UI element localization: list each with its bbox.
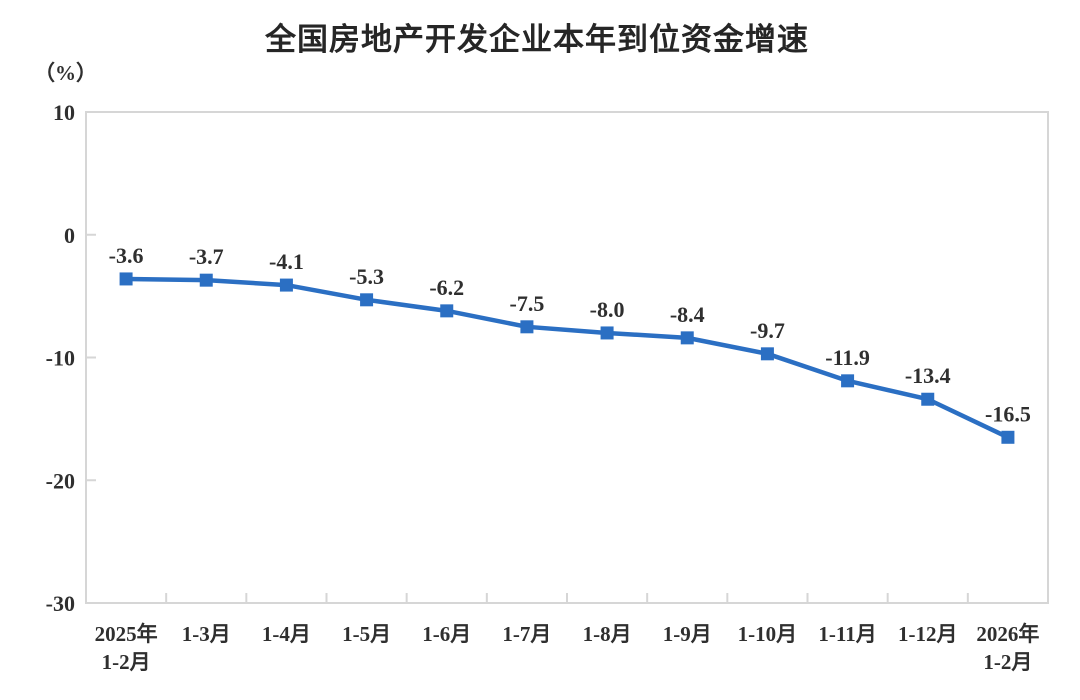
y-axis-tick-label: -20 bbox=[46, 468, 75, 493]
data-point-label: -13.4 bbox=[905, 363, 951, 388]
data-point-marker bbox=[841, 374, 855, 388]
y-axis-tick-label: -30 bbox=[46, 591, 75, 616]
data-point-label: -5.3 bbox=[349, 264, 384, 289]
y-axis-unit-label: （%） bbox=[34, 61, 97, 85]
y-axis-tick-label: -10 bbox=[46, 346, 75, 371]
x-axis-category-label: 1-7月 bbox=[502, 622, 551, 646]
data-line bbox=[123, 276, 1011, 440]
x-axis-category-label: 1-4月 bbox=[262, 622, 311, 646]
data-point-marker bbox=[199, 273, 213, 287]
x-axis-category-label: 1-2月 bbox=[983, 650, 1032, 674]
chart-title: 全国房地产开发企业本年到位资金增速 bbox=[265, 22, 809, 57]
data-point-label: -16.5 bbox=[985, 401, 1031, 426]
data-point-label: -8.4 bbox=[670, 302, 705, 327]
x-axis-category-label: 2025年 bbox=[95, 622, 158, 646]
data-point-marker bbox=[680, 331, 694, 345]
x-axis-category-label: 1-3月 bbox=[182, 622, 231, 646]
x-axis-category-label: 1-9月 bbox=[663, 622, 712, 646]
x-axis-category-label: 1-6月 bbox=[422, 622, 471, 646]
y-axis-tick-label: 10 bbox=[53, 100, 75, 125]
data-point-label: -3.6 bbox=[109, 243, 144, 268]
x-axis-category-label: 1-8月 bbox=[583, 622, 632, 646]
x-axis-category-label: 1-10月 bbox=[738, 622, 798, 646]
data-point-marker bbox=[520, 320, 534, 334]
data-point-label: -6.2 bbox=[429, 275, 464, 300]
data-point-label: -8.0 bbox=[590, 297, 625, 322]
x-axis-category-label: 1-11月 bbox=[818, 622, 876, 646]
data-point-label: -11.9 bbox=[825, 345, 870, 370]
x-axis-category-label: 2026年 bbox=[976, 622, 1039, 646]
data-point-marker bbox=[119, 272, 133, 286]
x-axis-category-label: 1-5月 bbox=[342, 622, 391, 646]
data-point-label: -3.7 bbox=[189, 244, 224, 269]
data-point-marker bbox=[279, 278, 293, 292]
data-point-marker bbox=[1001, 430, 1015, 444]
data-point-marker bbox=[760, 347, 774, 361]
data-point-marker bbox=[921, 392, 935, 406]
data-point-marker bbox=[600, 326, 614, 340]
plot-area-border bbox=[85, 111, 1049, 604]
x-axis-category-label: 1-12月 bbox=[898, 622, 958, 646]
y-axis-tick-label: 0 bbox=[64, 223, 75, 248]
data-point-marker bbox=[440, 304, 454, 318]
x-axis-category-label: 1-2月 bbox=[102, 650, 151, 674]
data-point-label: -4.1 bbox=[269, 249, 304, 274]
data-point-label: -7.5 bbox=[510, 291, 545, 316]
data-point-marker bbox=[360, 293, 374, 307]
data-point-label: -9.7 bbox=[750, 318, 785, 343]
